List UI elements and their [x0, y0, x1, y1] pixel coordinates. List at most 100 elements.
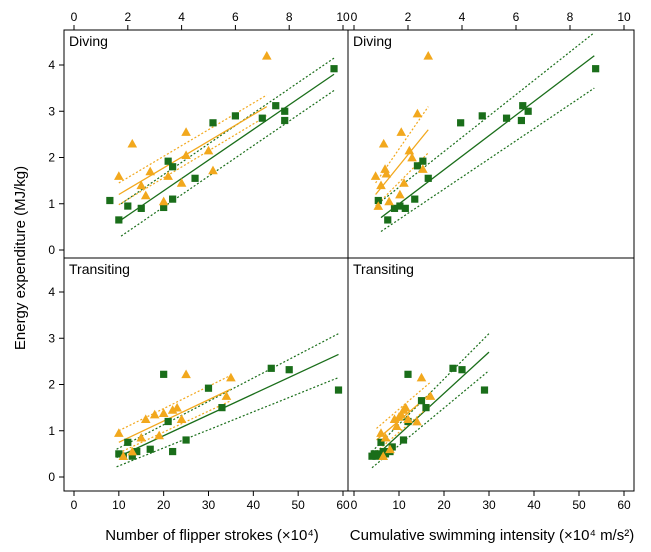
fit-ci-lower-line: [120, 89, 335, 237]
top-tick-label: 10: [336, 10, 350, 24]
square-marker: [209, 119, 217, 127]
square-marker: [115, 450, 123, 458]
fit-line: [380, 55, 595, 219]
square-marker: [388, 443, 396, 451]
top-tick-label: 8: [286, 10, 293, 24]
triangle-marker: [376, 428, 386, 437]
square-marker: [517, 116, 525, 125]
panel-title: Diving: [69, 33, 108, 49]
fit-ci-lower-line: [118, 400, 232, 454]
square-marker: [424, 174, 432, 182]
top-tick-label: 6: [232, 10, 239, 24]
fit-ci-upper-line: [380, 32, 595, 202]
square-marker: [419, 157, 427, 165]
square-marker: [231, 112, 239, 120]
square-marker: [169, 163, 177, 171]
square-marker: [115, 216, 123, 224]
square-marker: [377, 438, 385, 446]
triangle-marker: [118, 451, 129, 461]
panel-title: Transiting: [353, 261, 414, 277]
y-tick-label: 2: [48, 378, 55, 392]
triangle-marker: [425, 391, 436, 400]
triangle-marker: [163, 171, 173, 180]
top-tick-label: 0: [71, 10, 78, 24]
square-marker: [164, 417, 172, 426]
square-marker: [334, 386, 343, 394]
bottom-tick-label: 10: [392, 498, 406, 512]
triangle-marker: [416, 372, 427, 382]
square-marker: [272, 102, 280, 110]
triangle-marker: [149, 409, 160, 419]
square-marker: [404, 370, 412, 378]
square-marker: [478, 112, 486, 120]
x-axis-title-right: Cumulative swimming intensity (×10⁴ m/s²…: [350, 527, 634, 544]
fit-line: [118, 106, 268, 196]
top-tick-label: 0: [351, 10, 358, 24]
bottom-tick-label: 60: [617, 498, 631, 512]
square-marker: [480, 386, 489, 394]
square-marker: [182, 436, 190, 444]
panel-2: Diving: [353, 32, 600, 232]
top-tick-label: 4: [178, 10, 185, 24]
triangle-marker: [158, 408, 169, 418]
triangle-marker: [221, 391, 232, 400]
panel-title: Diving: [353, 33, 392, 49]
triangle-marker: [404, 145, 415, 155]
top-tick-label: 2: [124, 10, 131, 24]
triangle-marker: [418, 164, 428, 173]
triangle-marker: [208, 165, 218, 175]
triangle-marker: [140, 190, 151, 200]
bottom-tick-label: 60: [336, 498, 350, 512]
square-marker: [381, 450, 390, 458]
panel-4: Transiting: [353, 261, 490, 469]
y-axis-title: Energy expenditure (MJ/kg): [12, 166, 29, 350]
panel-title: Transiting: [69, 261, 130, 277]
square-marker: [374, 196, 382, 205]
panel-1: Diving: [69, 33, 338, 237]
triangle-marker: [373, 201, 384, 210]
square-marker: [384, 216, 392, 224]
square-marker: [281, 116, 289, 125]
fit-line: [116, 353, 339, 459]
fit-ci-lower-line: [118, 115, 268, 206]
fit-line: [120, 73, 335, 221]
square-marker: [524, 107, 532, 115]
panel-3: Transiting: [69, 261, 343, 468]
triangle-marker: [154, 430, 164, 440]
triangle-marker: [396, 409, 407, 419]
fit-line: [118, 388, 232, 443]
square-marker: [169, 195, 177, 203]
triangle-marker: [203, 145, 214, 155]
fit-ci-lower-line: [380, 87, 595, 232]
square-marker: [422, 404, 430, 412]
square-marker: [458, 366, 466, 374]
triangle-marker: [381, 168, 392, 178]
triangle-marker: [114, 171, 124, 180]
square-marker: [164, 157, 172, 165]
square-marker: [124, 202, 132, 210]
bottom-tick-label: 20: [157, 498, 171, 512]
triangle-marker: [389, 414, 400, 424]
triangle-marker: [396, 127, 407, 136]
top-tick-label: 10: [617, 10, 631, 24]
square-marker: [137, 204, 145, 212]
fit-ci-upper-line: [118, 374, 232, 432]
triangle-marker: [172, 402, 182, 412]
triangle-marker: [167, 405, 178, 414]
triangle-marker: [403, 414, 413, 424]
bottom-tick-label: 0: [351, 498, 358, 512]
x-axis-title-left: Number of flipper strokes (×10⁴): [105, 527, 319, 544]
y-tick-label: 4: [48, 58, 55, 72]
square-marker: [519, 102, 527, 110]
triangle-marker: [370, 171, 381, 180]
square-marker: [133, 447, 141, 456]
triangle-marker: [376, 180, 386, 190]
top-tick-label: 2: [405, 10, 412, 24]
square-marker: [218, 404, 226, 412]
triangle-marker: [114, 428, 124, 437]
triangle-marker: [378, 138, 389, 148]
triangle-marker: [181, 369, 191, 379]
square-marker: [375, 450, 383, 458]
